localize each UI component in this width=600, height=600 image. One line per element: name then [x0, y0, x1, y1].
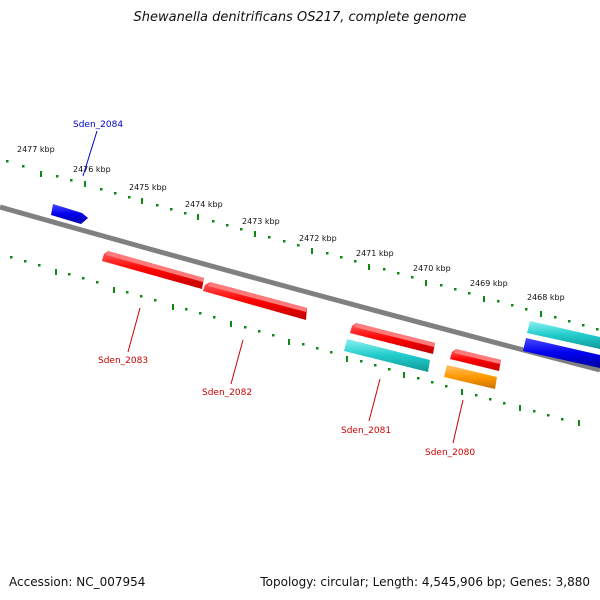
- kbp-label-2468: 2468 kbp: [527, 293, 565, 302]
- gene-label-sden-2084[interactable]: Sden_2084: [73, 120, 123, 130]
- leader-line-sden-2081: [368, 378, 381, 422]
- kbp-label-2475: 2475 kbp: [129, 183, 167, 192]
- map-title: Shewanella denitrificans OS217, complete…: [133, 10, 467, 25]
- gene-arrow-sden-2082[interactable]: [203, 282, 307, 320]
- accession-text: Accession: NC_007954: [9, 575, 146, 589]
- leader-line-sden-2084: [82, 130, 98, 177]
- kbp-label-2476: 2476 kbp: [73, 165, 111, 174]
- gene-arrow-red-2080-upper[interactable]: [450, 349, 501, 371]
- gene-label-sden-2080[interactable]: Sden_2080: [425, 448, 475, 458]
- leader-line-sden-2083: [127, 307, 141, 353]
- genome-backbone: [0, 204, 600, 373]
- kbp-label-2471: 2471 kbp: [356, 249, 394, 258]
- gene-label-sden-2082[interactable]: Sden_2082: [202, 388, 252, 398]
- gene-arrow-blue-upper[interactable]: [51, 204, 88, 224]
- kbp-label-2477: 2477 kbp: [17, 145, 55, 154]
- lower-tick-row: [10, 256, 580, 426]
- genome-summary-text: Topology: circular; Length: 4,545,906 bp…: [260, 575, 590, 589]
- gene-arrow-sden-2081[interactable]: [344, 339, 430, 372]
- gene-arrow-cyan-right[interactable]: [527, 321, 600, 349]
- gene-label-sden-2083[interactable]: Sden_2083: [98, 356, 148, 366]
- kbp-label-2469: 2469 kbp: [470, 279, 508, 288]
- gene-label-sden-2081[interactable]: Sden_2081: [341, 426, 391, 436]
- leader-line-sden-2080: [452, 399, 464, 444]
- upper-tick-row: [6, 160, 599, 331]
- kbp-label-2472: 2472 kbp: [299, 234, 337, 243]
- kbp-label-2470: 2470 kbp: [413, 264, 451, 273]
- gene-arrow-sden-2083[interactable]: [102, 251, 204, 289]
- leader-line-sden-2082: [230, 339, 244, 385]
- gene-arrow-red-2081-upper[interactable]: [350, 323, 435, 354]
- gene-arrow-sden-2080[interactable]: [444, 365, 497, 389]
- gene-arrow-blue-right[interactable]: [523, 338, 600, 368]
- kbp-label-2474: 2474 kbp: [185, 200, 223, 209]
- kbp-label-2473: 2473 kbp: [242, 217, 280, 226]
